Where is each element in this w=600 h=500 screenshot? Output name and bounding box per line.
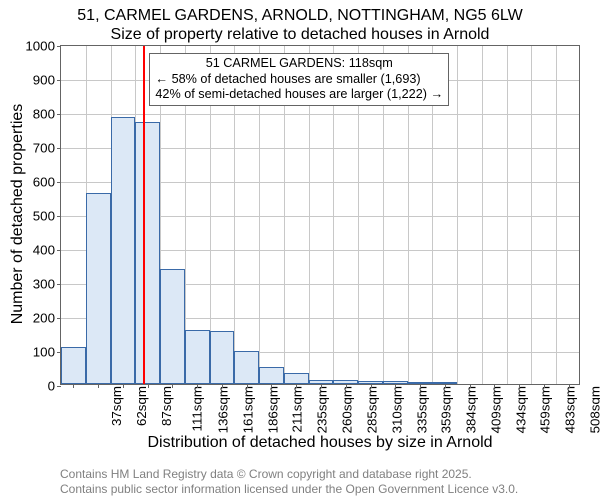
annotation-box: 51 CARMEL GARDENS: 118sqm← 58% of detach… (149, 53, 449, 106)
x-tick-mark (420, 384, 421, 388)
histogram-bar (309, 380, 334, 384)
x-tick-mark (296, 384, 297, 388)
histogram-bar (408, 382, 433, 384)
gridline-vertical (457, 46, 458, 384)
x-tick-mark (247, 384, 248, 388)
x-tick-mark (271, 384, 272, 388)
gridline-vertical (482, 46, 483, 384)
x-tick-label: 87sqm (159, 386, 174, 426)
y-tick-mark (57, 250, 61, 251)
attribution: Contains HM Land Registry data © Crown c… (60, 467, 518, 497)
chart-title: 51, CARMEL GARDENS, ARNOLD, NOTTINGHAM, … (0, 6, 600, 44)
x-tick-mark (123, 384, 124, 388)
annotation-line: ← 58% of detached houses are smaller (1,… (155, 72, 443, 88)
x-tick-mark (172, 384, 173, 388)
x-tick-label: 508sqm (587, 386, 600, 433)
x-tick-mark (445, 384, 446, 388)
x-tick-mark (73, 384, 74, 388)
x-tick-mark (544, 384, 545, 388)
histogram-bar (284, 373, 309, 384)
y-tick-mark (57, 386, 61, 387)
histogram-bar (358, 381, 383, 384)
gridline-vertical (507, 46, 508, 384)
x-tick-label: 37sqm (109, 386, 124, 426)
histogram-bar (333, 380, 358, 384)
x-tick-label: 211sqm (289, 386, 304, 432)
x-tick-label: 483sqm (563, 386, 578, 433)
x-tick-mark (371, 384, 372, 388)
histogram-bar (86, 193, 111, 384)
gridline-vertical (531, 46, 532, 384)
attribution-line-2: Contains public sector information licen… (60, 482, 518, 497)
x-tick-label: 136sqm (216, 386, 231, 433)
x-tick-label: 62sqm (134, 386, 149, 426)
x-tick-label: 285sqm (364, 386, 379, 433)
y-tick-mark (57, 318, 61, 319)
y-tick-mark (57, 148, 61, 149)
x-tick-mark (321, 384, 322, 388)
x-tick-mark (519, 384, 520, 388)
x-tick-mark (98, 384, 99, 388)
histogram-bar (185, 330, 210, 384)
y-tick-mark (57, 46, 61, 47)
x-tick-label: 111sqm (189, 386, 204, 431)
x-tick-label: 359sqm (439, 386, 454, 433)
gridline-horizontal (61, 114, 579, 115)
x-tick-mark (148, 384, 149, 388)
x-tick-mark (222, 384, 223, 388)
x-tick-mark (346, 384, 347, 388)
x-tick-mark (395, 384, 396, 388)
x-tick-mark (494, 384, 495, 388)
x-tick-label: 335sqm (414, 386, 429, 433)
x-tick-label: 434sqm (513, 386, 528, 433)
histogram-bar (234, 351, 259, 384)
histogram-bar (160, 269, 185, 384)
plot-area: 0100200300400500600700800900100037sqm62s… (60, 45, 580, 385)
y-tick-mark (57, 284, 61, 285)
gridline-vertical (556, 46, 557, 384)
histogram-bar (432, 382, 457, 384)
x-tick-label: 409sqm (488, 386, 503, 433)
histogram-bar (259, 367, 284, 384)
x-tick-label: 459sqm (538, 386, 553, 433)
histogram-bar (210, 331, 235, 384)
chart-container: 51, CARMEL GARDENS, ARNOLD, NOTTINGHAM, … (0, 0, 600, 500)
y-tick-mark (57, 80, 61, 81)
y-tick-mark (57, 182, 61, 183)
histogram-bar (135, 122, 160, 384)
title-line-2: Size of property relative to detached ho… (0, 25, 600, 44)
x-tick-label: 384sqm (463, 386, 478, 433)
annotation-line: 42% of semi-detached houses are larger (… (155, 87, 443, 103)
x-tick-label: 310sqm (389, 386, 404, 433)
attribution-line-1: Contains HM Land Registry data © Crown c… (60, 467, 518, 482)
annotation-line: 51 CARMEL GARDENS: 118sqm (155, 56, 443, 72)
x-tick-label: 161sqm (241, 386, 256, 433)
y-tick-mark (57, 114, 61, 115)
y-axis-title: Number of detached properties (9, 94, 27, 334)
histogram-bar (383, 381, 408, 384)
histogram-bar (111, 117, 136, 384)
x-axis-title: Distribution of detached houses by size … (60, 434, 580, 452)
x-tick-mark (197, 384, 198, 388)
histogram-bar (61, 347, 86, 384)
title-line-1: 51, CARMEL GARDENS, ARNOLD, NOTTINGHAM, … (0, 6, 600, 25)
x-tick-label: 260sqm (340, 386, 355, 433)
x-tick-label: 186sqm (265, 386, 280, 433)
y-tick-label: 1000 (25, 39, 61, 54)
y-tick-mark (57, 216, 61, 217)
x-tick-label: 235sqm (315, 386, 330, 433)
x-tick-mark (569, 384, 570, 388)
subject-marker-line (143, 46, 145, 384)
x-tick-mark (470, 384, 471, 388)
